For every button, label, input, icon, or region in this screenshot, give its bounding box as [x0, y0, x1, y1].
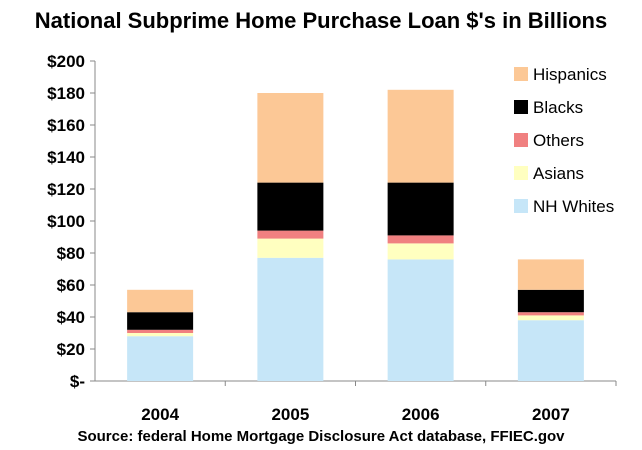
x-category-label: 2005 [271, 405, 309, 424]
y-tick-labels: $- $20 $40 $60 $80 $100 $120 $140 $160 $180 $200 [47, 52, 85, 391]
bar-segment-blacks [517, 289, 584, 313]
y-tick-label: $120 [47, 180, 85, 199]
legend-label: NH Whites [533, 197, 614, 216]
source-note: Source: federal Home Mortgage Disclosure… [77, 428, 565, 445]
bar-segment-asians [387, 243, 454, 260]
bar-segment-hispanics [517, 259, 584, 290]
bar-segment-blacks [387, 182, 454, 236]
y-tick-label: $180 [47, 84, 85, 103]
legend-label: Hispanics [533, 65, 607, 84]
y-tick-label: $20 [57, 340, 85, 359]
y-tick-label: $- [70, 372, 85, 391]
bar-segment-nh-whites [257, 257, 324, 381]
bar-segment-blacks [257, 182, 324, 231]
bar-segment-others [257, 230, 324, 239]
bar-segment-others [517, 312, 584, 316]
y-tick-label: $60 [57, 276, 85, 295]
bar-segment-others [127, 329, 194, 333]
bar-segment-asians [127, 333, 194, 337]
y-tick-label: $160 [47, 116, 85, 135]
y-tick-label: $200 [47, 52, 85, 71]
legend: Hispanics Blacks Others Asians NH Whites [514, 65, 614, 216]
bar-segment-hispanics [127, 289, 194, 313]
bar-segment-others [387, 235, 454, 244]
bar-segment-nh-whites [127, 336, 194, 381]
legend-swatch [514, 100, 528, 114]
x-category-labels: 2004 2005 2006 2007 [141, 405, 570, 424]
bar-segment-asians [257, 238, 324, 258]
y-tick-label: $80 [57, 244, 85, 263]
x-category-label: 2004 [141, 405, 179, 424]
x-category-label: 2006 [402, 405, 440, 424]
chart-title: National Subprime Home Purchase Loan $'s… [34, 8, 608, 33]
legend-swatch [514, 166, 528, 180]
x-category-label: 2007 [532, 405, 570, 424]
bar-segment-asians [517, 315, 584, 321]
y-tick-label: $140 [47, 148, 85, 167]
bar-segment-hispanics [257, 93, 324, 183]
legend-swatch [514, 67, 528, 81]
legend-label: Blacks [533, 98, 583, 117]
legend-swatch [514, 133, 528, 147]
bar-segment-blacks [127, 312, 194, 330]
bars [127, 89, 584, 381]
bar-segment-hispanics [387, 89, 454, 183]
y-tick-label: $100 [47, 212, 85, 231]
legend-swatch [514, 199, 528, 213]
legend-label: Others [533, 131, 584, 150]
y-tick-label: $40 [57, 308, 85, 327]
bar-segment-nh-whites [517, 320, 584, 381]
bar-segment-nh-whites [387, 259, 454, 381]
legend-label: Asians [533, 164, 584, 183]
